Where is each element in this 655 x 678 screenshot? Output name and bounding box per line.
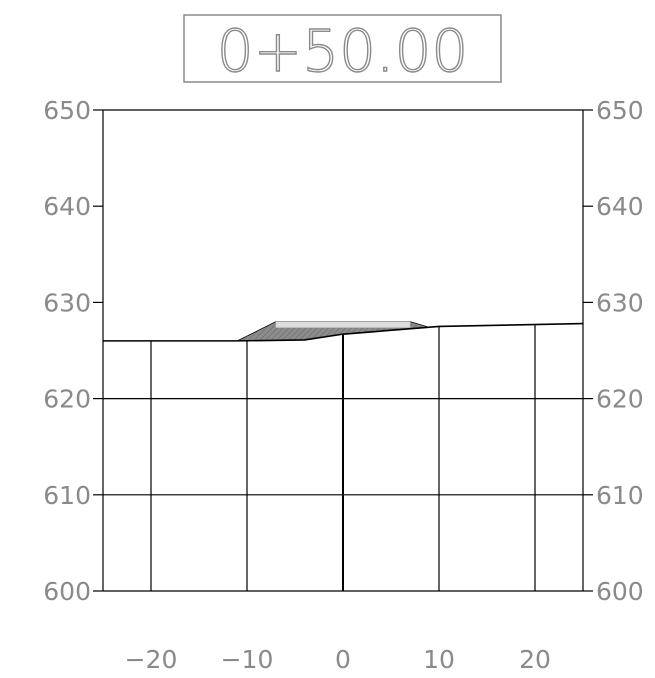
station-label-box xyxy=(183,14,502,83)
y-tick-label-right: 620 xyxy=(596,385,644,414)
x-tick-label: −20 xyxy=(125,645,178,674)
y-tick-label-right: 630 xyxy=(596,288,644,317)
y-axis-labels-left: 600 610 620 630 640 650 xyxy=(43,96,91,606)
station-label-group: 0+50.00 xyxy=(183,14,502,86)
y-tick-label-left: 640 xyxy=(43,192,91,221)
x-tick-label: 0 xyxy=(335,645,351,674)
pavement-layer xyxy=(275,321,411,328)
x-tick-label: 20 xyxy=(519,645,551,674)
plot-frame xyxy=(93,109,593,592)
y-tick-label-left: 610 xyxy=(43,481,91,510)
x-tick-label: 10 xyxy=(423,645,455,674)
grid-lines xyxy=(103,324,583,591)
y-tick-label-right: 610 xyxy=(596,481,644,510)
embankment-section xyxy=(237,321,430,342)
station-label: 0+50.00 xyxy=(217,17,469,85)
y-tick-label-right: 600 xyxy=(596,577,644,606)
y-tick-label-right: 640 xyxy=(596,192,644,221)
y-tick-label-right: 650 xyxy=(596,96,644,125)
x-axis-labels: −20 −10 0 10 20 xyxy=(125,645,551,674)
y-axis-labels-right: 600 610 620 630 640 650 xyxy=(596,96,644,606)
y-tick-label-left: 600 xyxy=(43,577,91,606)
ground-profile xyxy=(103,322,584,342)
y-tick-label-left: 620 xyxy=(43,385,91,414)
y-tick-label-left: 650 xyxy=(43,96,91,125)
x-tick-label: −10 xyxy=(221,645,274,674)
ground-profile-line xyxy=(103,322,584,342)
y-tick-label-left: 630 xyxy=(43,288,91,317)
